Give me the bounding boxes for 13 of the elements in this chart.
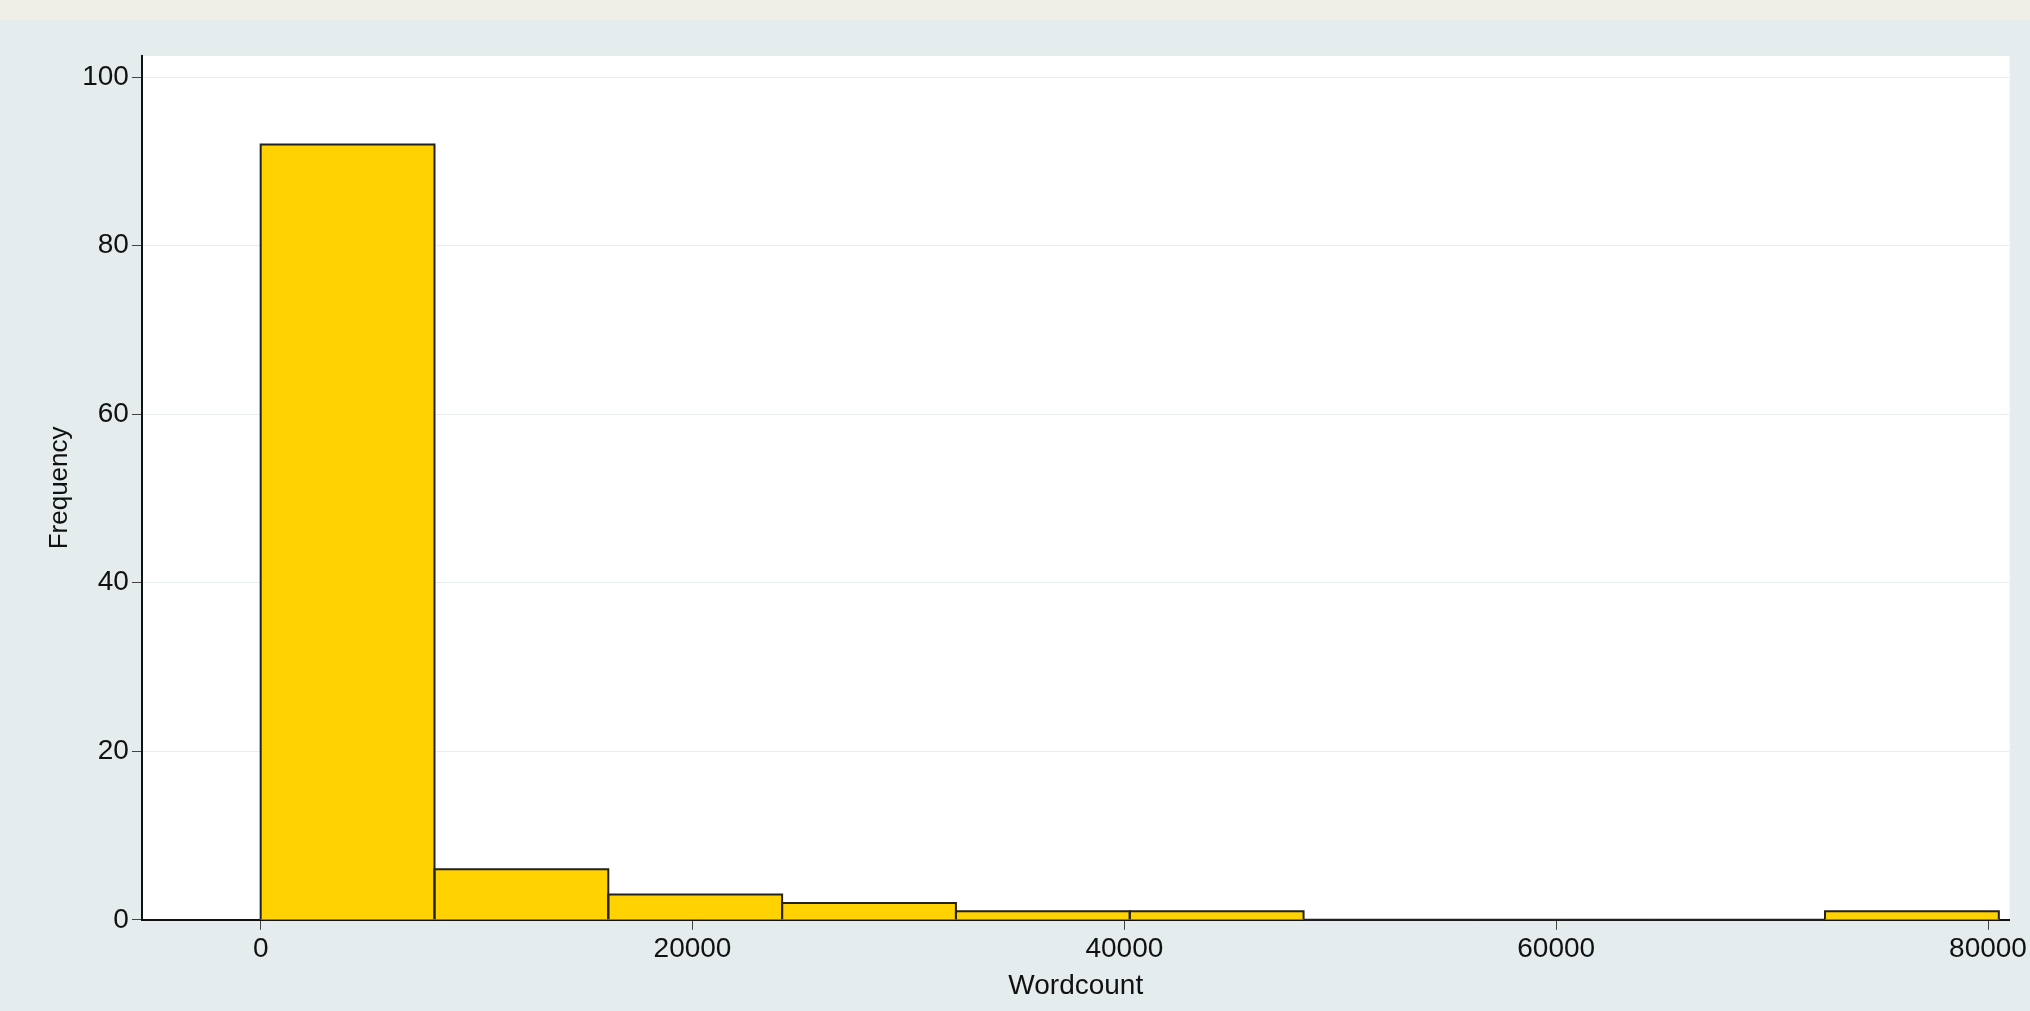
y-tick-label: 60 [97, 396, 129, 428]
x-tick-label: 40000 [1085, 932, 1164, 964]
y-tick-label: 80 [97, 228, 129, 260]
x-tick-label: 20000 [653, 932, 732, 964]
x-tick-label: 60000 [1517, 932, 1596, 964]
y-tick-label: 100 [82, 59, 129, 91]
y-axis-title: Frequency [42, 426, 73, 550]
y-tick-label: 20 [97, 733, 129, 765]
x-tick-label: 80000 [1949, 932, 2027, 964]
x-tick-label: 0 [252, 932, 269, 964]
y-tick-label: 40 [97, 565, 129, 597]
y-tick-label: 0 [113, 902, 129, 934]
x-axis-title: Wordcount [1008, 968, 1144, 1000]
